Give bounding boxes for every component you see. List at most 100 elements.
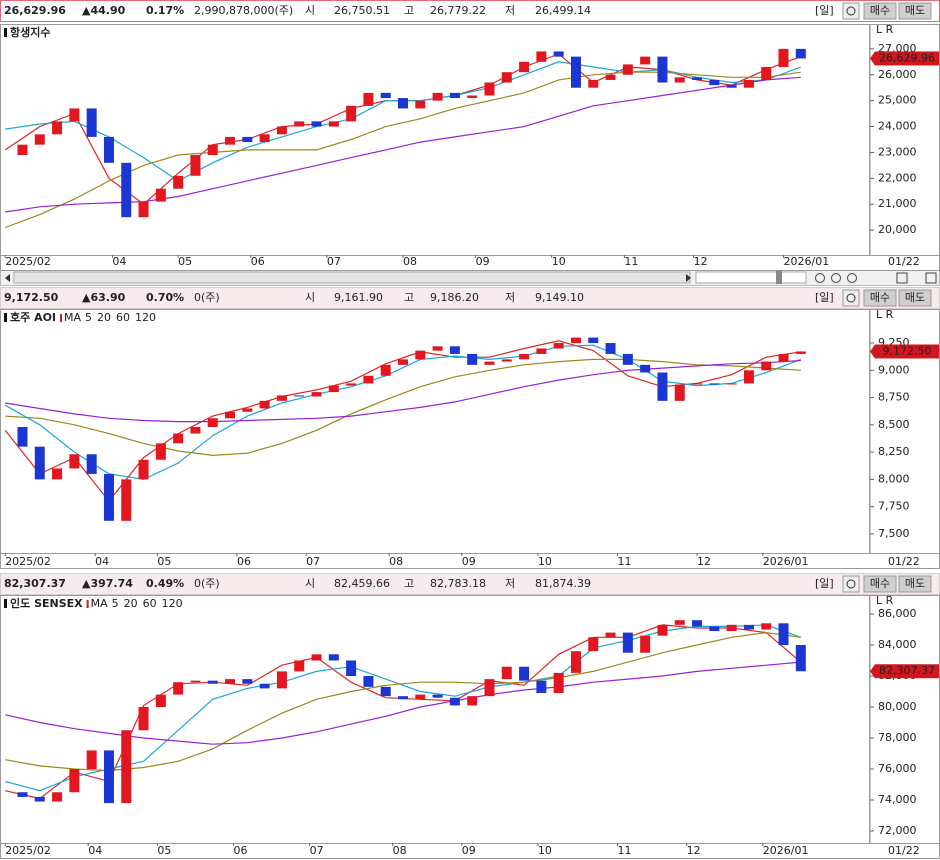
scroll-left[interactable] — [5, 274, 10, 282]
buy-label[interactable]: 매수 — [870, 291, 890, 304]
y-tick-label: 72,000 — [878, 824, 917, 837]
sell-label[interactable]: 매도 — [905, 4, 925, 17]
candle — [726, 383, 737, 385]
candle — [622, 353, 633, 365]
candle — [674, 620, 685, 625]
scroll-thumb[interactable] — [13, 271, 691, 284]
candle — [778, 623, 789, 646]
candle — [588, 79, 599, 88]
zoom-slider[interactable] — [695, 271, 807, 284]
x-tick-label: 2025/02 — [5, 555, 51, 568]
moving-average — [5, 358, 801, 457]
candle — [605, 343, 616, 354]
candle — [692, 620, 703, 627]
candle — [259, 134, 270, 143]
scrollbar[interactable] — [0, 270, 940, 286]
header-price: 82,307.37 — [4, 577, 66, 590]
candle — [69, 454, 80, 469]
end-date-label: 01/22 — [888, 844, 920, 857]
legend-entry: 5 — [112, 597, 119, 610]
buy-button[interactable] — [863, 2, 897, 20]
x-tick-label: 07 — [310, 844, 324, 857]
scroll-right[interactable] — [686, 274, 691, 282]
candle — [432, 694, 443, 698]
legend-marker — [60, 314, 63, 322]
candle — [415, 350, 426, 360]
plot-frame — [0, 595, 870, 844]
settings-icon[interactable] — [846, 293, 856, 303]
header-high-label: 고 — [404, 577, 414, 590]
candle — [86, 108, 97, 137]
buy-button[interactable] — [863, 575, 897, 593]
x-tick-label: 11 — [617, 555, 631, 568]
candle — [294, 121, 305, 127]
settings-icon[interactable] — [846, 579, 856, 589]
sell-label[interactable]: 매도 — [905, 577, 925, 590]
header-period: [일] — [815, 290, 834, 304]
candle — [190, 427, 201, 434]
candle — [432, 346, 443, 351]
settings-button[interactable] — [842, 575, 860, 593]
sell-button[interactable] — [898, 2, 932, 20]
moving-average — [5, 359, 801, 423]
buy-label[interactable]: 매수 — [870, 4, 890, 17]
header-high: 82,783.18 — [430, 577, 486, 590]
settings-button[interactable] — [842, 2, 860, 20]
y-tick-label: 86,000 — [878, 607, 917, 620]
x-tick-label: 05 — [157, 844, 171, 857]
candle — [225, 679, 236, 684]
sell-label[interactable]: 매도 — [905, 291, 925, 304]
header-pct: 0.49% — [146, 577, 184, 590]
candle — [103, 136, 114, 163]
candle — [484, 361, 495, 365]
candle — [467, 95, 478, 99]
header-high-label: 고 — [404, 291, 414, 304]
candle — [346, 105, 357, 122]
zoom-out[interactable] — [815, 273, 825, 283]
header-volume: 0(주) — [194, 577, 220, 590]
header-open: 9,161.90 — [334, 291, 383, 304]
x-tick-label: 10 — [538, 844, 552, 857]
title-marker — [4, 313, 7, 322]
buy-button[interactable] — [863, 289, 897, 307]
legend-entry: 20 — [124, 597, 138, 610]
x-tick-label: 11 — [624, 255, 638, 268]
header-low: 26,499.14 — [535, 4, 591, 17]
header-change: ▲397.74 — [82, 577, 133, 590]
candle — [605, 74, 616, 80]
candle — [536, 348, 547, 354]
y-tick-label: 7,750 — [878, 500, 910, 513]
x-tick-label: 08 — [403, 255, 417, 268]
candle — [138, 201, 149, 218]
add-panel[interactable] — [896, 272, 908, 284]
x-tick-label: 12 — [697, 555, 711, 568]
candle — [726, 624, 737, 632]
sell-button[interactable] — [898, 289, 932, 307]
candle — [103, 473, 114, 521]
header-price: 26,629.96 — [4, 4, 66, 17]
candle — [34, 134, 45, 145]
candle — [207, 680, 218, 684]
candle — [259, 683, 270, 689]
y-tick-label: 80,000 — [878, 700, 917, 713]
sell-button[interactable] — [898, 575, 932, 593]
candle — [692, 77, 703, 80]
layout[interactable] — [925, 272, 937, 284]
candle — [155, 694, 166, 708]
legend-label: MA — [91, 597, 108, 610]
zoom-handle[interactable] — [776, 271, 782, 284]
candle — [501, 666, 512, 680]
settings-button[interactable] — [842, 289, 860, 307]
settings-icon[interactable] — [846, 6, 856, 16]
y-tick-label: 25,000 — [878, 94, 917, 107]
buy-label[interactable]: 매수 — [870, 577, 890, 590]
candle — [622, 632, 633, 653]
zoom-in[interactable] — [831, 273, 841, 283]
candle — [726, 85, 737, 88]
candle — [709, 626, 720, 632]
candle — [121, 730, 132, 804]
x-tick-label: 04 — [112, 255, 126, 268]
settings[interactable] — [847, 273, 857, 283]
x-tick-label: 12 — [694, 255, 708, 268]
